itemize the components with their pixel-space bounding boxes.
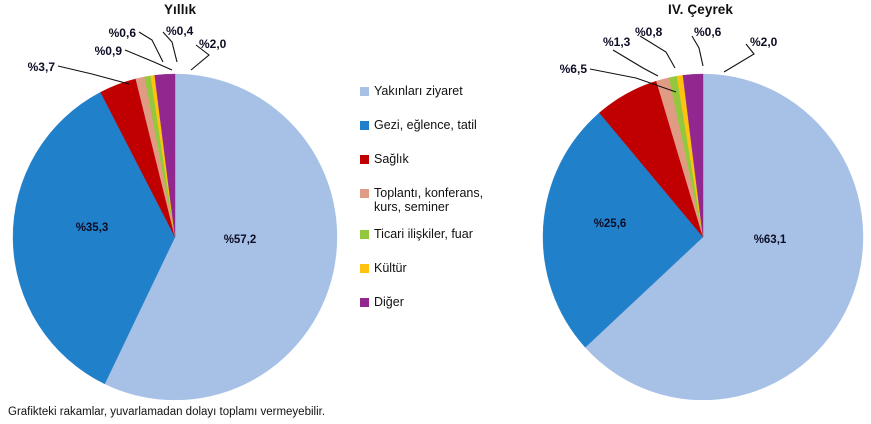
pie-svg-yillik: %57,2 %35,3 %3,7 %0,9 %0,6 %0,4 %2,0 [12,24,338,400]
slice-value-label: %25,6 [594,218,627,230]
pie-chart-iv-ceyrek: %63,1 %25,6 %6,5 %1,3 %0,8 %0,6 %2,0 [530,0,871,400]
pie-svg-iv-ceyrek: %63,1 %25,6 %6,5 %1,3 %0,8 %0,6 %2,0 [542,25,864,400]
pie-slice[interactable] [154,73,176,238]
callout-leader-line [162,31,178,63]
chart-title-yillik: Yıllık [163,2,197,17]
legend-swatch-icon [360,189,369,198]
legend-swatch-icon [360,230,369,239]
callout-value-label: %0,4 [166,24,194,38]
legend-label: Yakınları ziyaret [374,84,463,98]
callout-leader-line [691,35,704,67]
chart-title-iv-ceyrek: IV. Çeyrek [667,2,734,17]
legend-item-saglik[interactable]: Sağlık [360,152,532,166]
legend-item-ticari-iliskiler-fuar[interactable]: Ticari ilişkiler, fuar [360,227,532,241]
callout-value-label: %0,6 [694,25,722,39]
legend-label: Sağlık [374,152,409,166]
callout-value-label: %0,8 [635,25,663,39]
legend-swatch-icon [360,87,369,96]
legend-swatch-icon [360,121,369,130]
legend-item-yakinlari-ziyaret[interactable]: Yakınları ziyaret [360,84,532,98]
callout-value-label: %2,0 [199,37,227,51]
chart-footnote: Grafikteki rakamlar, yuvarlamadan dolayı… [8,406,326,418]
legend-item-kultur[interactable]: Kültür [360,261,532,275]
pie-slice[interactable] [584,73,864,400]
legend-label: Diğer [374,295,404,309]
callout-value-label: %1,3 [603,35,631,49]
callout-value-label: %0,9 [95,44,123,58]
callout-leader-line [723,43,755,73]
legend-label: Kültür [374,261,407,275]
legend-label: Ticari ilişkiler, fuar [374,227,473,241]
pie-slice[interactable] [682,73,704,238]
legend-item-gezi-eglence-tatil[interactable]: Gezi, eğlence, tatil [360,118,532,132]
callout-value-label: %6,5 [560,62,588,76]
legend-swatch-icon [360,264,369,273]
slice-value-label: %63,1 [754,234,787,246]
callout-leader-line [589,68,677,93]
legend-swatch-icon [360,155,369,164]
pie-slices-iv-ceyrek [542,73,864,400]
callout-leader-line [57,65,130,85]
callout-leader-line [612,49,659,77]
legend-item-toplanti-konferans-kurs-seminer[interactable]: Toplantı, konferans, kurs, seminer [360,186,532,214]
slice-value-label: %35,3 [76,222,109,234]
legend-swatch-icon [360,298,369,307]
pie-slice[interactable] [104,73,338,400]
pie-slice[interactable] [12,91,176,385]
legend-item-diger[interactable]: Diğer [360,295,532,309]
pie-chart-yillik: %57,2 %35,3 %3,7 %0,9 %0,6 %0,4 %2,0 [0,0,360,400]
chart-panel-yillik: Yıllık %57,2 %35,3 %3,7 %0,9 %0,6 %0,4 %… [0,0,360,400]
callout-leader-line [124,49,173,71]
legend-label: Gezi, eğlence, tatil [374,118,477,132]
pie-leaders-yillik [57,31,210,85]
callout-value-label: %3,7 [28,60,56,74]
callout-value-label: %2,0 [750,35,778,49]
callout-leader-line [639,35,676,69]
callout-leader-line [138,31,164,63]
chart-legend: Yakınları ziyaret Gezi, eğlence, tatil S… [360,84,532,329]
chart-panel-iv-ceyrek: IV. Çeyrek %63,1 %25,6 %6,5 %1,3 %0,8 %0… [530,0,871,400]
callout-value-label: %0,6 [109,26,137,40]
pie-slice[interactable] [542,112,704,348]
pie-slices-yillik [12,73,338,400]
legend-label: Toplantı, konferans, kurs, seminer [374,186,484,214]
slice-value-label: %57,2 [224,234,257,246]
pie-leaders-iv-ceyrek [589,35,755,93]
callout-leader-line [190,44,210,71]
